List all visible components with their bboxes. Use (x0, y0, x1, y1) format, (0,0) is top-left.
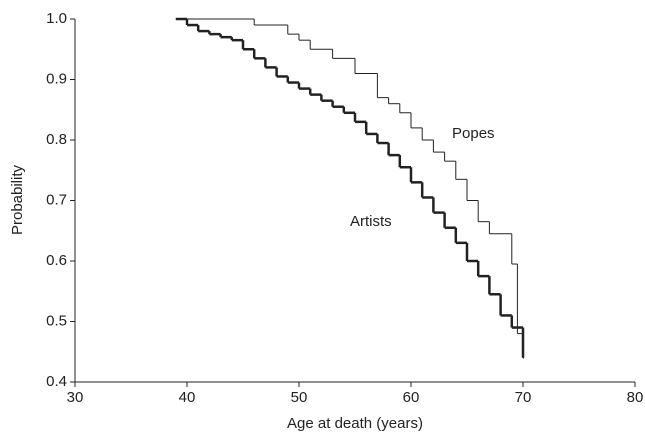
x-axis-label: Age at death (years) (287, 415, 423, 432)
y-tick-label: 0.7 (46, 191, 67, 208)
y-tick-label: 0.5 (46, 312, 67, 329)
x-tick-label: 50 (291, 389, 308, 406)
x-tick-label: 60 (403, 389, 420, 406)
y-tick-label: 1.0 (46, 10, 67, 27)
x-tick-label: 70 (515, 389, 532, 406)
x-tick-label: 30 (67, 389, 84, 406)
y-tick-label: 0.8 (46, 131, 67, 148)
y-tick-label: 0.9 (46, 70, 67, 87)
y-axis-label: Probability (9, 164, 26, 235)
series-label: Artists (350, 213, 392, 230)
x-tick-label: 80 (627, 389, 644, 406)
y-tick-label: 0.4 (46, 373, 67, 390)
x-tick-label: 40 (179, 389, 196, 406)
y-tick-label: 0.6 (46, 252, 67, 269)
series-label: Popes (452, 125, 495, 142)
